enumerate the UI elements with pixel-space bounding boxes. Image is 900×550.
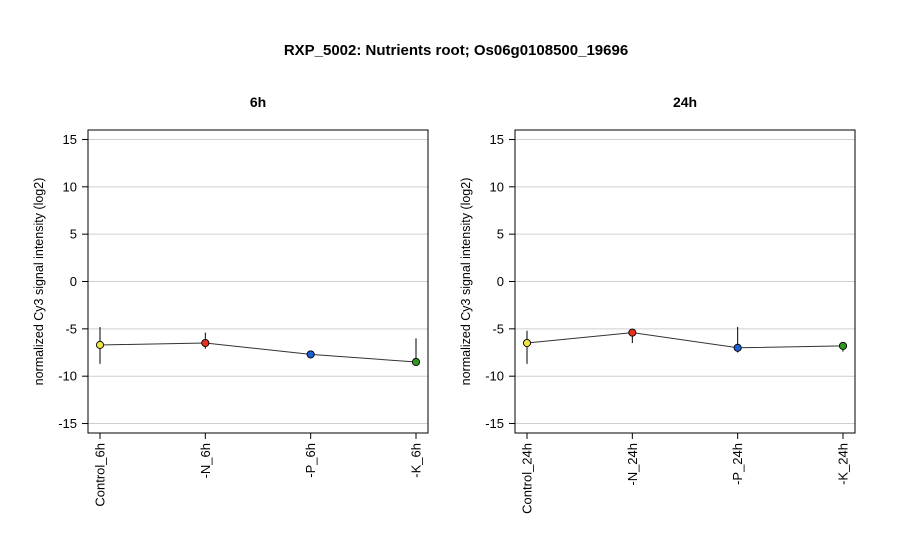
- y-axis-label: normalized Cy3 signal intensity (log2): [459, 178, 473, 386]
- figure-title: RXP_5002: Nutrients root; Os06g0108500_1…: [284, 42, 628, 59]
- panel-title: 24h: [673, 94, 697, 110]
- y-tick-label: 0: [70, 274, 77, 289]
- x-tick-label: -N_6h: [198, 443, 213, 478]
- y-tick-label: 10: [63, 179, 77, 194]
- y-tick-label: -10: [485, 369, 504, 384]
- series-line: [99, 342, 417, 363]
- y-tick-label: 5: [497, 227, 504, 242]
- y-tick-label: 10: [490, 179, 504, 194]
- data-point: [201, 338, 210, 348]
- y-tick-label: 15: [490, 132, 504, 147]
- x-tick-label: -K_24h: [836, 443, 851, 485]
- data-point: [95, 340, 105, 349]
- data-point: [838, 341, 848, 350]
- data-point: [733, 343, 742, 352]
- x-tick-label: -K_6h: [409, 443, 424, 478]
- data-point: [522, 338, 532, 348]
- data-point: [306, 350, 315, 359]
- y-tick-label: -5: [65, 321, 77, 336]
- y-tick-label: 15: [63, 132, 77, 147]
- y-tick-label: 5: [70, 227, 77, 242]
- chart-panel-24h: 24h -15 -10 -5 0 5 10 15 normalized Cy3 signal i…: [459, 94, 856, 514]
- data-point: [628, 328, 637, 337]
- panel-title: 6h: [250, 94, 266, 110]
- x-tick-label: Control_24h: [520, 443, 535, 514]
- data-point: [411, 357, 421, 367]
- y-axis-label: normalized Cy3 signal intensity (log2): [32, 178, 46, 386]
- x-tick-label: -N_24h: [625, 443, 640, 486]
- y-tick-label: -10: [58, 369, 77, 384]
- x-tick-label: -P_24h: [730, 443, 745, 485]
- chart-panel-6h: 6h -15 -10 -5 0 5 10 15 normalized Cy3 signal in…: [32, 94, 429, 507]
- x-tick-label: -P_6h: [303, 443, 318, 478]
- y-tick-label: -15: [58, 416, 77, 431]
- x-tick-label: Control_6h: [93, 443, 108, 507]
- y-tick-label: -5: [492, 321, 504, 336]
- y-tick-label: 0: [497, 274, 504, 289]
- series-line: [526, 332, 844, 349]
- y-tick-label: -15: [485, 416, 504, 431]
